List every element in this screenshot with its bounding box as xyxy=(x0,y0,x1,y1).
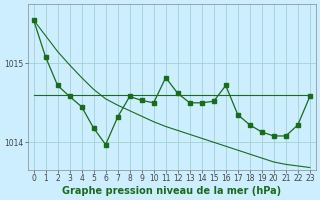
X-axis label: Graphe pression niveau de la mer (hPa): Graphe pression niveau de la mer (hPa) xyxy=(62,186,281,196)
